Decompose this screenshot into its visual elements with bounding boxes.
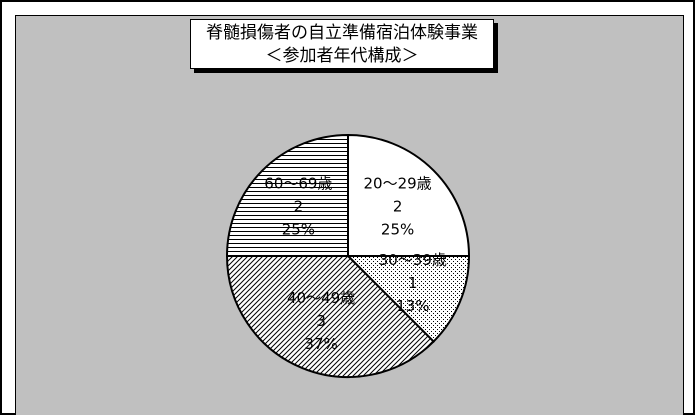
- slice-label-value: 1: [408, 274, 418, 292]
- slice-label-value: 2: [393, 197, 403, 215]
- slice-label-value: 2: [294, 197, 304, 215]
- chart-subtitle: ＜参加者年代構成＞: [265, 46, 419, 66]
- slice-label-category: 20～29歳: [364, 174, 432, 192]
- slice-label-percent: 25%: [282, 220, 315, 238]
- slice-label-percent: 37%: [304, 335, 337, 353]
- pie-slice: [345, 255, 471, 343]
- chart-title-box: 脊髄損傷者の自立準備宿泊体験事業 ＜参加者年代構成＞: [190, 19, 494, 69]
- pie-slice: [347, 133, 471, 257]
- slice-label-category: 40～49歳: [287, 289, 355, 307]
- slice-label-value: 3: [316, 312, 326, 330]
- pie-slice: [225, 255, 435, 378]
- slice-label-percent: 25%: [381, 220, 414, 238]
- slice-label-category: 60～69歳: [264, 174, 332, 192]
- pie-slice: [225, 133, 349, 257]
- slice-label-category: 30～39歳: [379, 251, 447, 269]
- slice-label-percent: 13%: [396, 297, 429, 315]
- chart-title: 脊髄損傷者の自立準備宿泊体験事業: [206, 23, 478, 43]
